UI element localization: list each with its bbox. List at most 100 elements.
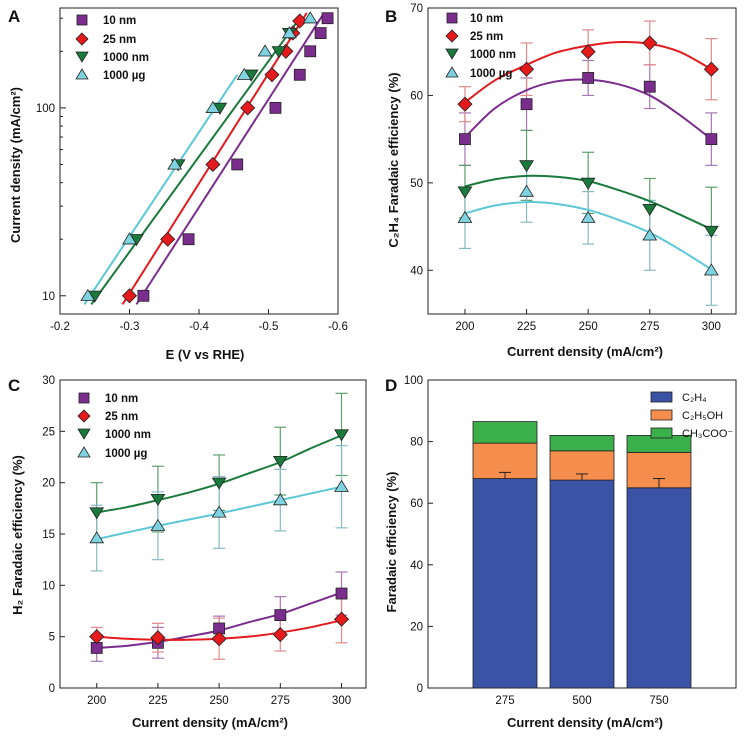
panel-d-x-tick-label: 750 <box>649 695 668 707</box>
legend-a-1000nm-label: 1000 nm <box>103 52 149 64</box>
legend-b-1000nm-label: 1000 nm <box>470 49 516 61</box>
panel-a-point-s10 <box>321 12 334 25</box>
legend-d-c2h4-label: C₂H₄ <box>682 392 707 404</box>
panel-b-point-s1000ug <box>703 263 719 276</box>
panel-a-point-s1000ug <box>205 100 221 113</box>
panel-b-y-tick-label: 70 <box>410 3 423 15</box>
panel-b-legend: 10 nm 25 nm 1000 nm 1000 µg <box>445 12 516 80</box>
panel-a-point-s1000ug <box>236 67 252 80</box>
panel-c-point-s1000 <box>272 456 288 469</box>
panel-b-point-s10 <box>520 98 533 111</box>
panel-b-point-s1000ug <box>457 210 473 223</box>
panel-c-y-tick-label: 5 <box>49 632 55 644</box>
panel-a-x-tick-label: -0.6 <box>328 321 348 333</box>
panel-a-point-s1000ug <box>167 157 183 170</box>
panel-a-plot-area: -0.2 -0.3 -0.4 -0.5 -0.6 10 100 <box>36 7 348 333</box>
panel-c-y-axis-title: H₂ Faradaic efficiency (%) <box>10 455 25 615</box>
panel-b-point-s25 <box>703 61 719 77</box>
panel-c-y-tick-label: 0 <box>49 683 55 695</box>
panel-d-x-tick-label: 500 <box>572 695 591 707</box>
panel-d-legend: C₂H₄ C₂H₅OH CH₃COO⁻ <box>650 391 733 440</box>
panel-a-point-s1000ug <box>122 232 137 245</box>
panel-a-x-axis-title: E (V vs RHE) <box>166 347 245 362</box>
panel-a-frame <box>59 7 339 315</box>
legend-c-25nm-marker <box>77 409 91 423</box>
legend-c-10nm-marker <box>78 392 90 404</box>
legend-d-c2h4-swatch <box>650 391 673 403</box>
panel-b-x-axis-title: Current density (mA/cm²) <box>507 344 663 359</box>
legend-c-1000nm-label: 1000 nm <box>105 429 151 441</box>
panel-c-y-tick-label: 20 <box>42 478 55 490</box>
panel-c-point-s25 <box>89 629 105 645</box>
panel-c-legend: 10 nm 25 nm 1000 nm 1000 µg <box>77 392 151 460</box>
panel-b-point-s10 <box>643 80 656 93</box>
panel-a-legend: 10 nm 25 nm 1000 nm 1000 µg <box>75 14 149 82</box>
legend-a-25nm-label: 25 nm <box>103 34 136 46</box>
panel-b-x-tick-label: 275 <box>640 321 659 333</box>
legend-a-1000ug-marker <box>75 68 89 80</box>
panel-c-x-tick-label: 225 <box>148 695 167 707</box>
panel-c-y-tick-label: 15 <box>42 529 55 541</box>
panel-a-y-tick-label: 10 <box>42 291 55 303</box>
panel-d-y-tick-label: 60 <box>410 498 423 510</box>
legend-a-10nm-marker <box>76 14 88 26</box>
panel-b-point-s1000 <box>703 225 719 238</box>
panel-a-point-s1000ug <box>281 26 297 39</box>
panel-a-point-s10 <box>269 101 282 114</box>
panel-a-x-tick-label: -0.4 <box>189 321 209 333</box>
panel-c-point-s1000ug <box>272 493 288 506</box>
panel-d-y-tick-label: 0 <box>417 683 423 695</box>
legend-a-1000nm-marker <box>75 51 89 63</box>
panel-b-x-tick-label: 300 <box>702 321 721 333</box>
panel-a-point-s25 <box>160 231 176 247</box>
legend-d-c2h5oh-label: C₂H₅OH <box>682 410 723 422</box>
panel-b-point-s1000 <box>642 203 658 217</box>
panel-c-point-s1000 <box>89 507 105 520</box>
legend-a-10nm-label: 10 nm <box>103 15 136 27</box>
legend-b-25nm-marker <box>445 29 459 43</box>
panel-c-y-tick-label: 30 <box>42 375 55 387</box>
panel-b-frame <box>427 7 737 315</box>
panel-a-point-s1000ug <box>302 11 318 24</box>
panel-b: B Current density (mA/cm²) C₂H₄ Faradaic… <box>385 3 737 359</box>
panel-b-point-s10 <box>582 72 595 84</box>
panel-a-y-axis-title: Current density (mA/cm²) <box>8 87 23 243</box>
legend-b-10nm-label: 10 nm <box>470 13 503 25</box>
panel-b-point-s1000ug <box>580 210 596 223</box>
panel-c-frame <box>59 379 367 689</box>
panel-b-point-s25 <box>642 35 658 51</box>
legend-c-1000ug-label: 1000 µg <box>105 448 147 460</box>
panel-b-x-tick-label: 200 <box>455 321 474 333</box>
panel-c-plot-area: 200 225 250 275 300 0 5 10 15 20 25 30 <box>42 375 367 707</box>
panel-c-x-tick-label: 200 <box>87 695 106 707</box>
panel-b-point-s1000ug <box>519 184 534 197</box>
panel-b-point-s1000ug <box>642 228 658 241</box>
panel-d-y-tick-label: 80 <box>410 437 423 449</box>
panel-c: C Current density (mA/cm²) H₂ Faradaic e… <box>8 375 367 730</box>
legend-b-1000ug-label: 1000 µg <box>470 68 512 80</box>
panel-d-y-tick-label: 40 <box>410 560 423 572</box>
panel-a-point-s25 <box>240 100 256 116</box>
panel-d-bar-bar_c2h4 <box>549 479 615 689</box>
legend-d-ch3coo-swatch <box>650 427 673 439</box>
panel-b-point-s25 <box>580 44 596 60</box>
panel-d: D Current density (mA/cm²) Faradaic effi… <box>384 375 737 730</box>
panel-b-x-tick-label: 250 <box>579 321 598 333</box>
legend-c-1000nm-marker <box>77 428 91 440</box>
legend-c-1000ug-marker <box>77 446 91 458</box>
panel-b-point-s25 <box>518 61 535 77</box>
panel-a-fit-line-s10 <box>135 12 325 305</box>
panel-d-bar-bar_ch3coo <box>472 421 538 444</box>
panel-a-letter: A <box>8 7 20 26</box>
panel-c-x-tick-label: 250 <box>210 695 229 707</box>
panel-b-point-s10 <box>705 133 718 146</box>
panel-a-point-s10 <box>231 158 244 171</box>
panel-a-point-s10 <box>304 45 317 58</box>
legend-b-10nm-marker <box>446 12 458 24</box>
panel-b-plot-area: 200 225 250 275 300 40 50 60 70 <box>410 3 737 333</box>
legend-c-25nm-label: 25 nm <box>105 411 138 423</box>
legend-c-10nm-label: 10 nm <box>105 393 138 405</box>
panel-c-x-tick-label: 300 <box>332 695 351 707</box>
panel-c-point-s25 <box>272 627 288 643</box>
panel-b-letter: B <box>385 7 397 26</box>
